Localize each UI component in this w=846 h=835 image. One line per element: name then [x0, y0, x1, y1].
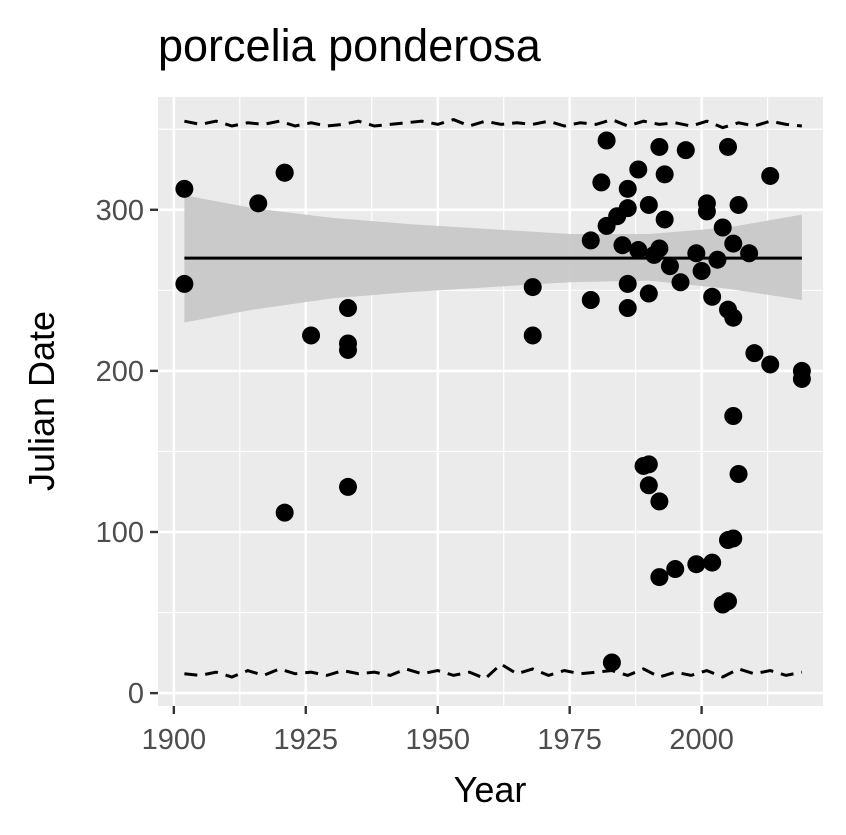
data-point	[713, 218, 732, 237]
data-point	[761, 166, 780, 185]
data-point	[618, 199, 637, 218]
x-axis: 1900 1925 1950 1975 2000	[142, 706, 734, 756]
data-point	[602, 653, 621, 672]
data-point	[339, 299, 357, 318]
data-point	[597, 131, 616, 150]
data-point	[581, 291, 600, 309]
y-tick-label: 0	[128, 678, 144, 710]
chart-title: porcelia ponderosa	[158, 20, 541, 71]
data-point	[339, 477, 357, 496]
data-point	[592, 173, 611, 192]
x-tick-label: 2000	[669, 724, 734, 756]
data-point	[629, 160, 648, 179]
x-tick-label: 1950	[405, 724, 470, 756]
data-point	[302, 326, 321, 345]
y-axis-title: Julian Date	[21, 311, 62, 491]
data-point	[703, 287, 722, 306]
data-point	[523, 326, 542, 345]
data-point	[613, 236, 632, 255]
x-tick-label: 1975	[537, 724, 602, 756]
data-point	[655, 210, 674, 229]
upper-quantile-line	[184, 117, 803, 130]
x-tick-label: 1925	[274, 724, 339, 756]
data-point	[639, 476, 658, 495]
data-point	[650, 239, 669, 258]
y-axis: 0 100 200 300	[96, 195, 158, 710]
data-point	[719, 592, 737, 611]
data-point	[729, 465, 748, 483]
lower-quantile-line	[184, 662, 803, 681]
points-layer	[175, 131, 811, 672]
data-point	[687, 244, 706, 263]
data-point	[687, 555, 706, 574]
data-point	[618, 274, 637, 293]
data-point	[740, 244, 759, 263]
y-tick-label: 100	[96, 517, 144, 549]
data-point	[761, 355, 780, 374]
data-point	[639, 455, 658, 474]
data-point	[275, 503, 294, 522]
data-point	[175, 274, 194, 293]
data-point	[650, 492, 669, 511]
data-point	[666, 560, 685, 579]
data-point	[581, 231, 600, 250]
data-point	[339, 340, 357, 359]
data-point	[655, 165, 674, 184]
data-point	[618, 179, 637, 198]
data-point	[692, 262, 711, 280]
y-tick-label: 300	[96, 195, 144, 227]
data-point	[650, 137, 669, 156]
data-point	[618, 299, 637, 318]
data-point	[523, 278, 542, 297]
data-point	[729, 195, 748, 214]
data-point	[676, 141, 695, 160]
x-tick-label: 1900	[142, 724, 207, 756]
data-point	[639, 195, 658, 214]
data-point	[697, 202, 716, 221]
data-point	[671, 273, 690, 292]
data-point	[719, 137, 737, 156]
major-gridlines	[158, 97, 823, 706]
data-point	[724, 529, 743, 548]
data-point	[660, 257, 679, 276]
data-point	[724, 407, 743, 425]
plot-panel	[158, 97, 823, 706]
data-point	[792, 369, 811, 388]
data-point	[639, 284, 658, 303]
data-point	[724, 234, 743, 253]
data-point	[708, 250, 727, 269]
data-point	[724, 308, 743, 327]
data-point	[249, 194, 268, 213]
data-point	[745, 344, 764, 363]
data-point	[650, 568, 669, 587]
data-point	[703, 553, 722, 572]
data-point	[175, 179, 194, 198]
x-axis-title: Year	[454, 769, 527, 810]
data-point	[275, 163, 294, 182]
y-tick-label: 200	[96, 356, 144, 388]
data-point	[629, 241, 648, 260]
